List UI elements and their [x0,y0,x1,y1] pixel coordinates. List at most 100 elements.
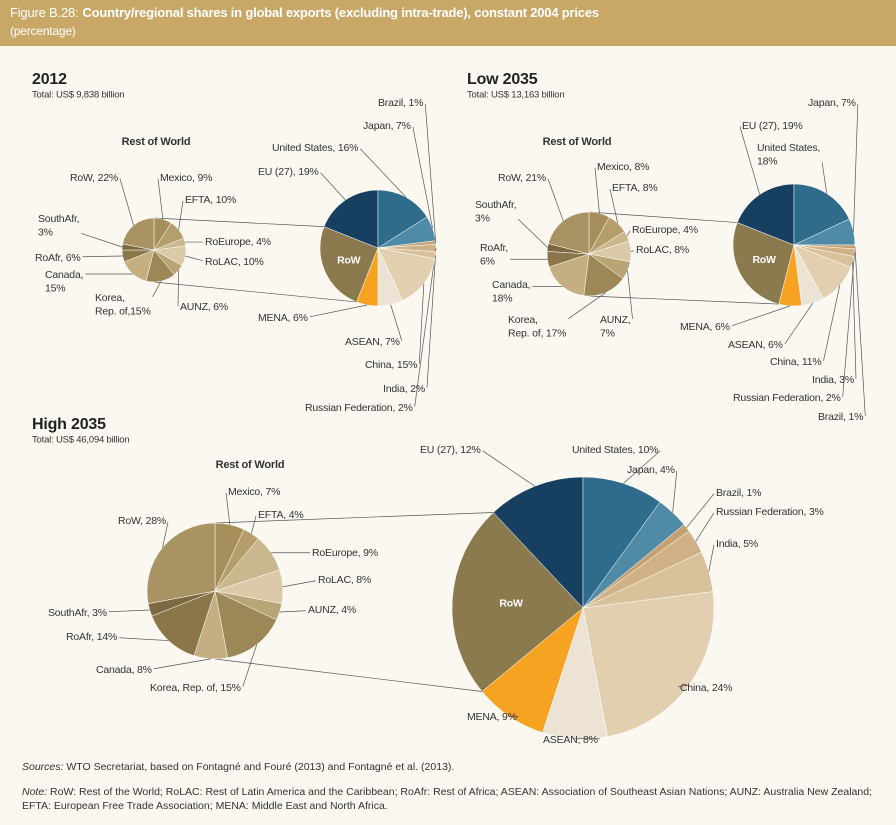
leader-line [185,255,204,262]
leader-line [82,255,123,258]
leader-line [177,270,180,306]
slice-label: China, 24% [680,682,732,694]
slice-label: RoW [752,254,776,266]
pie-subtitle: Total: US$ 9,838 billion [32,90,124,101]
detail-label: Canada, 8% [96,664,152,676]
leader-line [672,470,678,513]
slice-label: China, 11% [770,356,822,368]
slice-label: Brazil, 1% [818,411,863,423]
slice-label: India, 3% [812,374,854,386]
leader-line [119,637,169,641]
pie-title: High 2035 [32,416,106,433]
leader-line [119,178,134,226]
leader-line [627,270,633,319]
detail-label: Canada, 18% [492,279,530,305]
slice-label: United States, 16% [272,142,358,154]
pie-subtitle: Total: US$ 46,094 billion [32,435,129,446]
leader-line [157,178,164,220]
leader-line [282,580,317,588]
leader-line [853,103,859,232]
pie-slice [793,183,850,246]
slice-label: ASEAN, 8% [543,734,598,746]
title: Country/regional shares in global export… [82,5,598,20]
leader-line [852,262,857,379]
slice-label: India, 5% [716,538,758,550]
leader-line [424,103,437,243]
leader-line [153,658,211,670]
slice-label: MENA, 6% [258,312,308,324]
note-label: Note: [22,786,48,798]
sources-label: Sources: [22,761,64,773]
note: Note: RoW: Rest of the World; RoLAC: Res… [22,785,882,813]
detail-label: EFTA, 10% [185,194,236,206]
leader-line [686,493,715,528]
leader-line [279,610,307,613]
detail-label: Korea, Rep. of, 15% [150,682,241,694]
detail-label: RoEurope, 4% [205,236,271,248]
slice-label: ASEAN, 6% [728,339,783,351]
slice-label: MENA, 9% [467,711,517,723]
slice-label: MENA, 6% [680,321,730,333]
leader-line [609,188,619,224]
detail-slice [548,211,590,255]
leader-line [695,512,715,542]
connector-line [214,512,494,524]
detail-slice [146,522,216,605]
detail-label: RoAfr, 6% [35,252,80,264]
slice-label: Japan, 7% [808,97,856,109]
leader-line [708,544,715,572]
detail-label: Mexico, 7% [228,486,280,498]
pie-slice [582,476,661,609]
slice-label: EU (27), 12% [420,444,481,456]
leader-line [784,302,814,344]
detail-label: RoEurope, 4% [632,224,698,236]
detail-label: RoW, 28% [118,515,166,527]
pie-slice [319,226,379,303]
detail-label: EFTA, 8% [612,182,657,194]
slice-label: Russian Federation, 2% [733,392,841,404]
pie-title: 2012 [32,71,67,88]
slice-label: Brazil, 1% [716,487,761,499]
connector-line [153,281,357,303]
leader-line [594,167,600,214]
slice-label: Japan, 7% [363,120,411,132]
leader-line [739,126,761,195]
connector-line [153,217,325,227]
detail-label: Mexico, 8% [597,161,649,173]
pie-slice [323,189,379,249]
detail-label: RoEurope, 9% [312,547,378,559]
connector-line [214,658,483,692]
detail-label: Korea, Rep. of,15% [95,292,151,318]
leader-line [320,172,346,201]
slice-label: RoW [337,254,361,266]
slice-label: Russian Federation, 3% [716,506,824,518]
detail-title: Rest of World [543,136,612,148]
detail-label: RoLAC, 8% [318,574,371,586]
slice-label: EU (27), 19% [742,120,803,132]
pie-slice [732,222,795,305]
leader-line [108,609,150,613]
detail-label: AUNZ, 4% [308,604,356,616]
leader-line [152,281,162,297]
detail-label: RoAfr, 6% [480,242,508,268]
slice-label: Russian Federation, 2% [305,402,413,414]
slice-label: China, 15% [365,359,417,371]
leader-line [568,292,606,320]
pie-slice [451,512,584,692]
slice-label: United States, 18% [757,142,820,168]
detail-title: Rest of World [122,136,191,148]
slice-label: United States, 10% [572,444,658,456]
detail-slice [583,253,624,297]
slice-label: ASEAN, 7% [345,336,400,348]
figure-title: Figure B.28: Country/regional shares in g… [10,5,599,20]
detail-label: SouthAfr, 3% [38,213,79,239]
detail-label: AUNZ, 6% [180,301,228,313]
leader-line [623,450,661,484]
detail-label: Korea, Rep. of, 17% [508,314,566,340]
connector-line [588,295,779,305]
leader-line [412,126,433,229]
leader-line [842,252,855,397]
connector-line [588,211,738,223]
header-bar [0,0,896,46]
leader-line [242,644,258,687]
